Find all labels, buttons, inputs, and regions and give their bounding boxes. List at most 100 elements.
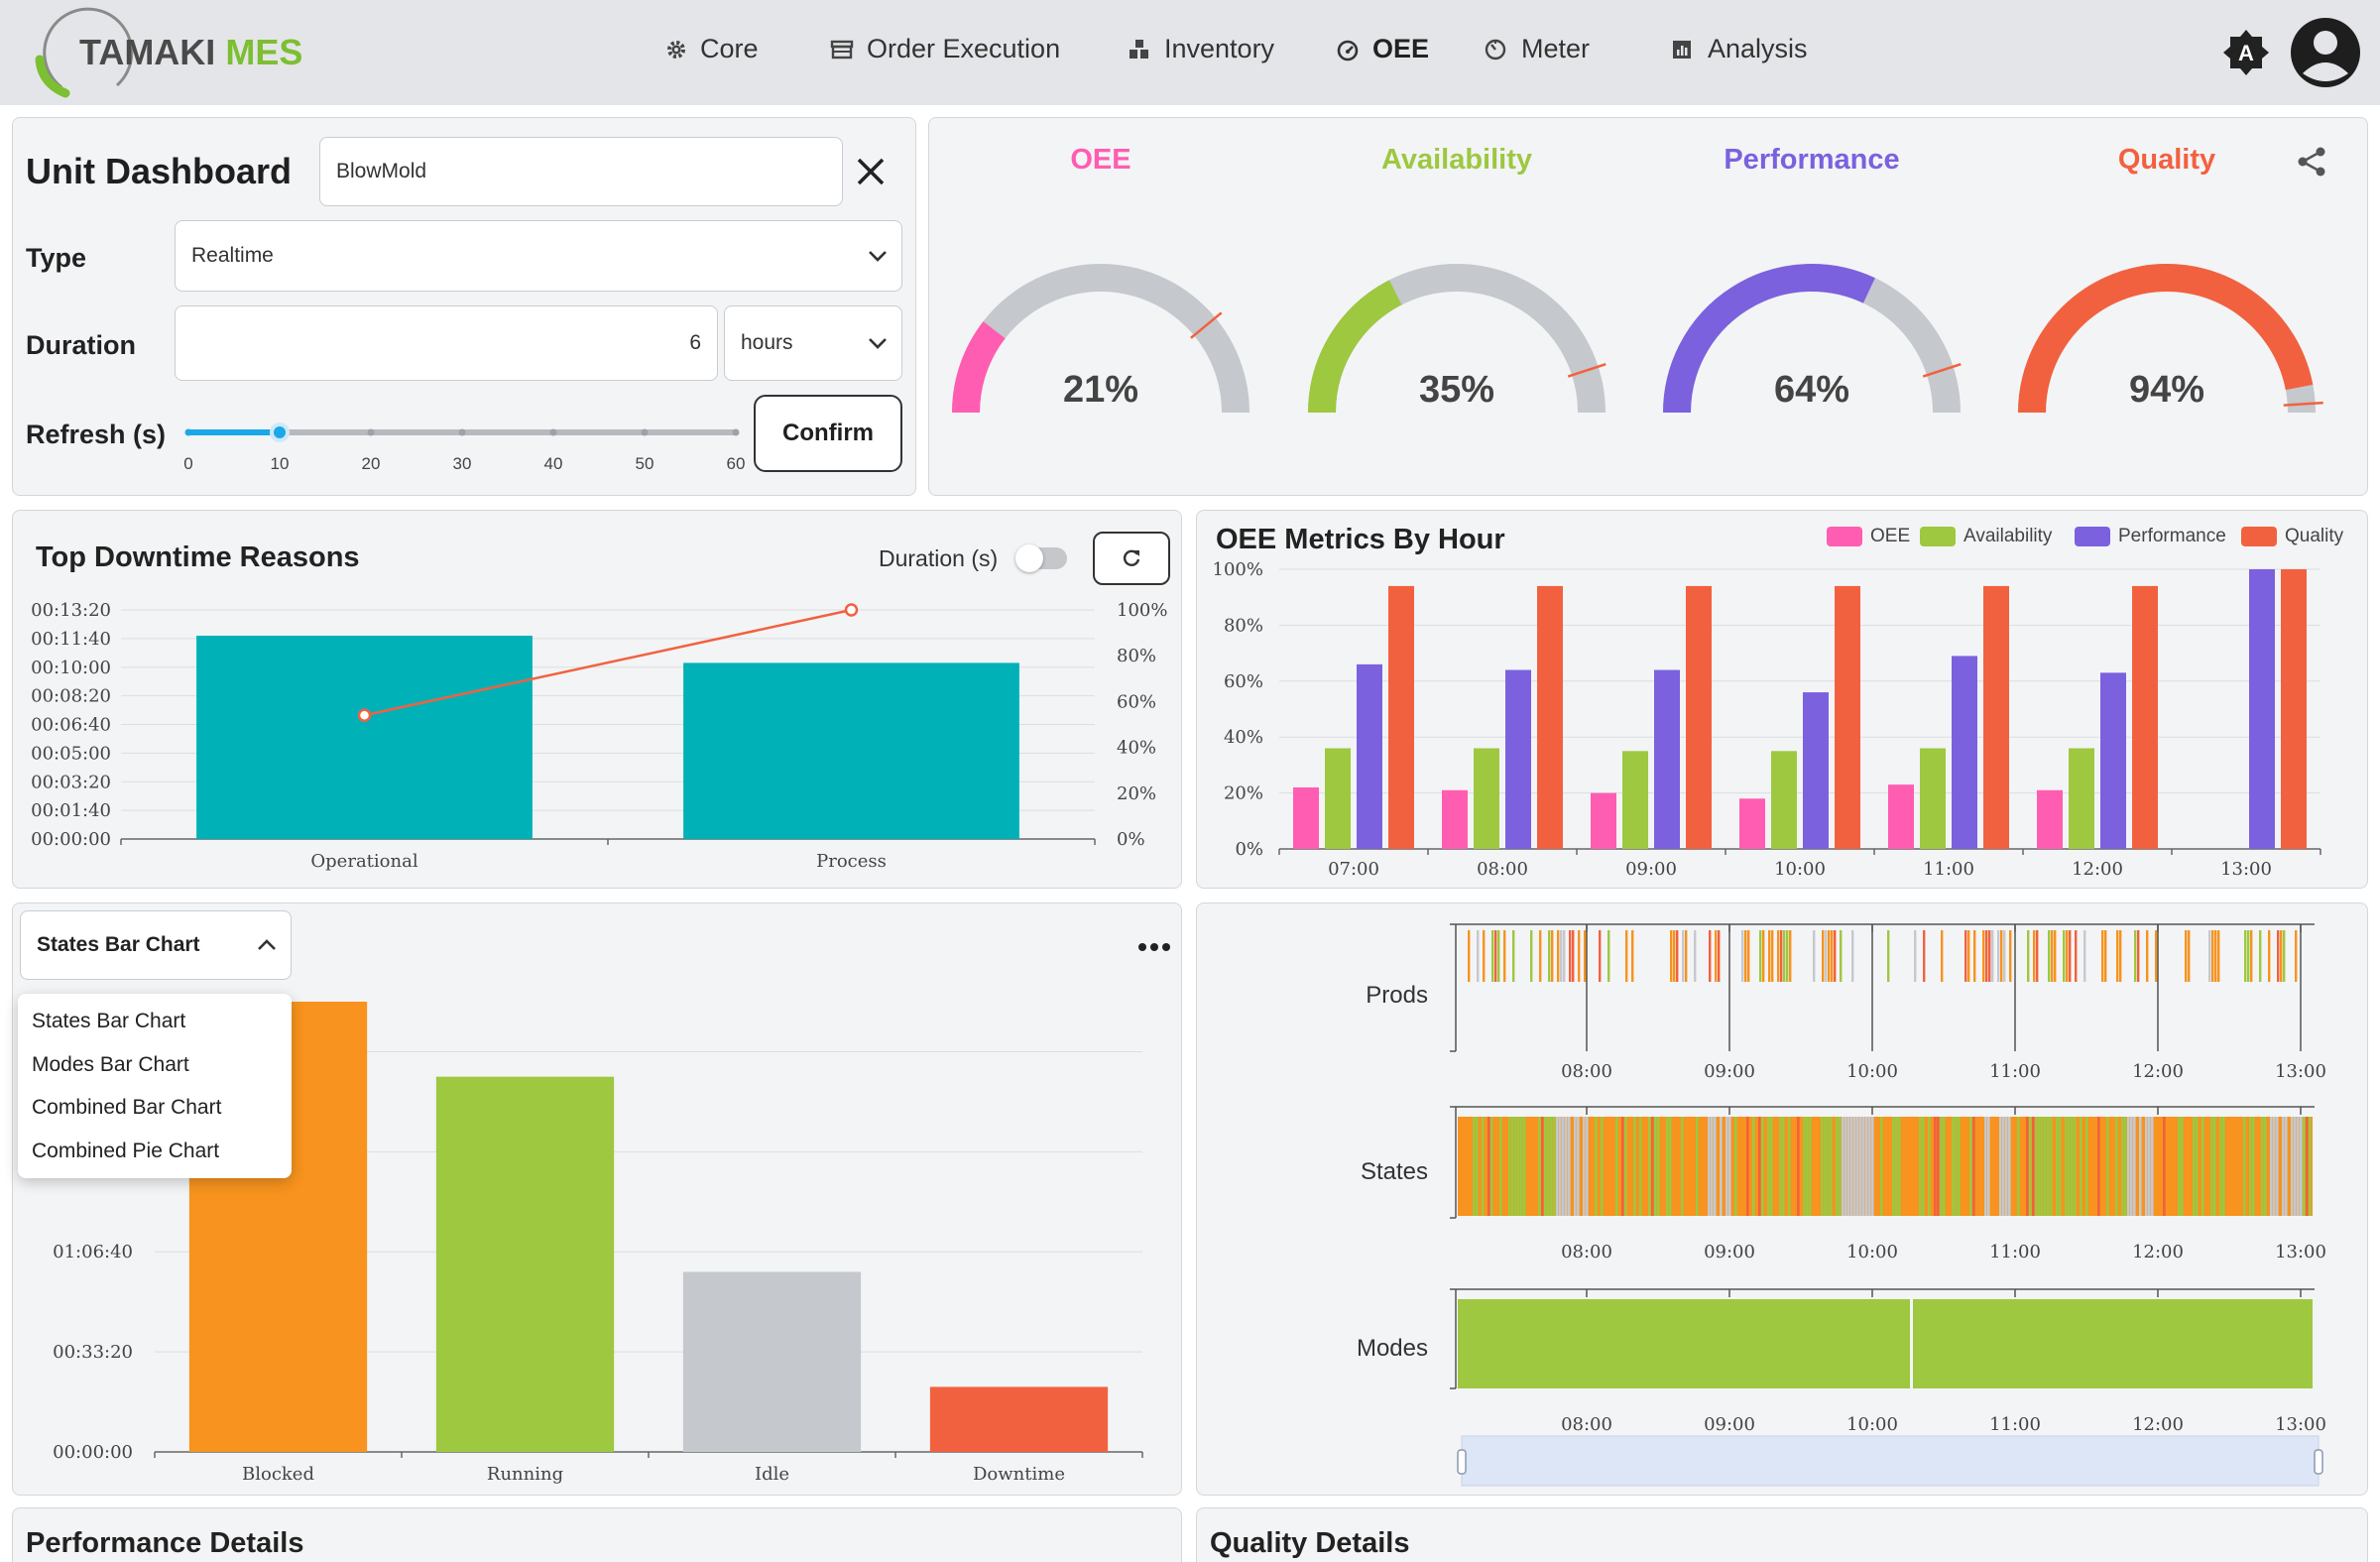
hour-bar[interactable]	[2249, 569, 2275, 849]
hour-bar[interactable]	[1442, 789, 1468, 849]
nav-meter[interactable]: Meter	[1484, 34, 1590, 64]
prod-event	[1560, 930, 1563, 982]
chart-type-dropdown[interactable]: States Bar Chart	[20, 910, 292, 980]
menu-item-states-bar-chart[interactable]: States Bar Chart	[32, 1010, 186, 1032]
nav-analysis[interactable]: Analysis	[1670, 34, 1808, 64]
legend-item[interactable]: Availability	[1920, 526, 2052, 547]
state-event	[2148, 1117, 2151, 1216]
state-event	[2047, 1117, 2050, 1216]
zoom-range-slider[interactable]	[1461, 1435, 2320, 1487]
nav-inventory[interactable]: Inventory	[1127, 34, 1274, 64]
x-tick-label: 12:00	[2132, 1414, 2184, 1435]
state-event	[1770, 1117, 1773, 1216]
close-icon[interactable]	[855, 156, 887, 187]
refresh-button[interactable]	[1093, 532, 1170, 585]
state-bar[interactable]	[435, 1076, 615, 1452]
hour-bar[interactable]	[1771, 751, 1797, 849]
x-tick-label: 13:00	[2275, 1414, 2326, 1435]
prod-event	[2069, 930, 2072, 982]
menu-item-modes-bar-chart[interactable]: Modes Bar Chart	[32, 1053, 189, 1076]
prod-event	[2137, 930, 2140, 982]
downtime-bar[interactable]	[196, 635, 533, 839]
hour-bar[interactable]	[1654, 669, 1680, 849]
nav-oee[interactable]: OEE	[1335, 34, 1429, 64]
prod-event	[1557, 930, 1560, 982]
legend-item[interactable]: Quality	[2241, 526, 2343, 547]
hour-bar[interactable]	[2069, 748, 2094, 849]
hour-bar[interactable]	[1474, 748, 1499, 849]
hour-bar[interactable]	[1505, 669, 1531, 849]
hour-bar[interactable]	[1686, 585, 1712, 849]
gauge-value: 94%	[2128, 369, 2205, 411]
state-event	[1898, 1117, 1901, 1216]
hour-bar[interactable]	[1388, 585, 1414, 849]
mode-segment[interactable]	[1913, 1299, 2313, 1388]
more-options-icon[interactable]	[1136, 932, 1172, 962]
hour-bar[interactable]	[1591, 792, 1616, 849]
hour-bar[interactable]	[2132, 585, 2158, 849]
zoom-handle-right[interactable]	[2314, 1449, 2323, 1475]
mode-segment[interactable]	[1458, 1299, 1910, 1388]
nav-order-execution[interactable]: Order Execution	[829, 34, 1060, 64]
unit-name-input[interactable]: BlowMold	[319, 137, 843, 206]
state-event	[2276, 1117, 2279, 1216]
state-bar[interactable]	[929, 1386, 1109, 1452]
menu-item-combined-bar-chart[interactable]: Combined Bar Chart	[32, 1096, 222, 1119]
hour-bar[interactable]	[1952, 656, 1977, 849]
hour-bar[interactable]	[1357, 663, 1382, 849]
state-event	[2032, 1117, 2035, 1216]
hour-bar[interactable]	[1835, 585, 1860, 849]
hour-bar[interactable]	[2100, 672, 2126, 849]
menu-item-combined-pie-chart[interactable]: Combined Pie Chart	[32, 1140, 220, 1162]
legend-item[interactable]: Performance	[2075, 526, 2226, 547]
prod-event	[2244, 930, 2247, 982]
user-avatar[interactable]	[2289, 16, 2362, 89]
hour-bar[interactable]	[1739, 798, 1765, 849]
hour-bar[interactable]	[1888, 784, 1914, 849]
state-event	[1856, 1117, 1859, 1216]
pareto-point[interactable]	[357, 708, 372, 723]
type-select[interactable]: Realtime	[175, 220, 902, 292]
hour-bar[interactable]	[1293, 786, 1319, 849]
hour-bar[interactable]	[1537, 585, 1563, 849]
hour-bar[interactable]	[1325, 748, 1351, 849]
y-tick-label: 00:00:00	[53, 1442, 133, 1463]
state-event	[2264, 1117, 2267, 1216]
confirm-button[interactable]: Confirm	[754, 395, 902, 472]
refresh-slider[interactable]	[175, 415, 750, 450]
x-tick-label: 11:00	[1989, 1242, 2041, 1262]
state-bar[interactable]	[682, 1271, 862, 1452]
legend-item[interactable]: OEE	[1827, 526, 1910, 547]
y-tick-label: 40%	[1224, 727, 1263, 748]
zoom-handle-left[interactable]	[1457, 1449, 1467, 1475]
pareto-point[interactable]	[844, 603, 859, 617]
account-circle-icon	[2291, 18, 2360, 87]
slider-thumb[interactable]	[270, 422, 290, 442]
hour-bar[interactable]	[1920, 748, 1946, 849]
state-event	[2309, 1117, 2312, 1216]
y-tick-label: 00:05:00	[31, 743, 111, 764]
x-tick-label: 10:00	[1846, 1242, 1898, 1262]
hour-bar[interactable]	[1983, 585, 2009, 849]
share-icon[interactable]	[2295, 145, 2328, 179]
prod-event	[1747, 930, 1750, 982]
state-event	[1892, 1117, 1895, 1216]
nav-core[interactable]: Core	[664, 34, 759, 64]
hour-bar[interactable]	[2281, 569, 2307, 849]
downtime-bar[interactable]	[683, 662, 1019, 839]
gauge-title: Performance	[1724, 144, 1900, 176]
hour-bar[interactable]	[1622, 751, 1648, 849]
legend-label: Availability	[1964, 526, 2053, 546]
x-tick-label: 09:00	[1704, 1414, 1755, 1435]
duration-unit-select[interactable]: hours	[724, 305, 902, 381]
state-event	[2026, 1117, 2029, 1216]
duration-toggle[interactable]	[1015, 544, 1067, 572]
theme-toggle-button[interactable]: A	[2221, 28, 2271, 77]
state-event	[2124, 1117, 2127, 1216]
y-tick-label: 80%	[1224, 615, 1263, 636]
duration-input[interactable]: 6	[175, 305, 718, 381]
hour-bar[interactable]	[1803, 692, 1829, 849]
chart-type-value: States Bar Chart	[37, 933, 200, 956]
hour-bar[interactable]	[2037, 789, 2063, 849]
tamaki-mes-logo[interactable]: TAMAKI MES	[22, 2, 302, 101]
